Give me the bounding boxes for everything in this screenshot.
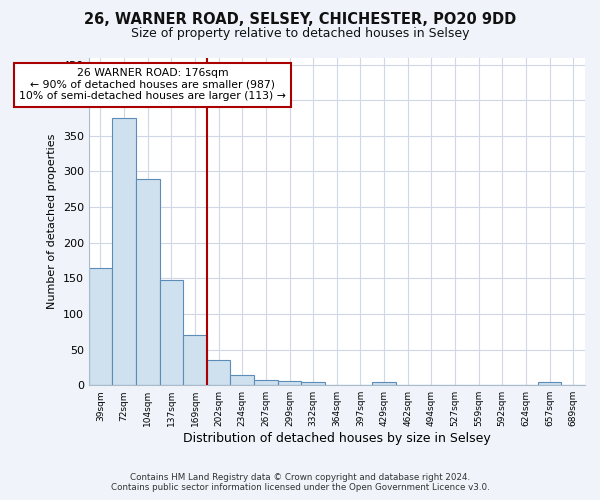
Bar bbox=[538, 382, 562, 385]
Bar bbox=[278, 381, 301, 385]
X-axis label: Distribution of detached houses by size in Selsey: Distribution of detached houses by size … bbox=[183, 432, 491, 445]
Y-axis label: Number of detached properties: Number of detached properties bbox=[47, 134, 57, 309]
Text: 26, WARNER ROAD, SELSEY, CHICHESTER, PO20 9DD: 26, WARNER ROAD, SELSEY, CHICHESTER, PO2… bbox=[84, 12, 516, 28]
Bar bbox=[372, 382, 396, 385]
Bar bbox=[301, 382, 325, 385]
Bar bbox=[160, 280, 183, 385]
Bar bbox=[207, 360, 230, 385]
Text: 26 WARNER ROAD: 176sqm
← 90% of detached houses are smaller (987)
10% of semi-de: 26 WARNER ROAD: 176sqm ← 90% of detached… bbox=[19, 68, 286, 102]
Bar bbox=[183, 336, 207, 385]
Bar bbox=[89, 268, 112, 385]
Bar bbox=[136, 178, 160, 385]
Bar bbox=[254, 380, 278, 385]
Text: Size of property relative to detached houses in Selsey: Size of property relative to detached ho… bbox=[131, 28, 469, 40]
Bar bbox=[112, 118, 136, 385]
Text: Contains HM Land Registry data © Crown copyright and database right 2024.
Contai: Contains HM Land Registry data © Crown c… bbox=[110, 473, 490, 492]
Bar bbox=[230, 374, 254, 385]
